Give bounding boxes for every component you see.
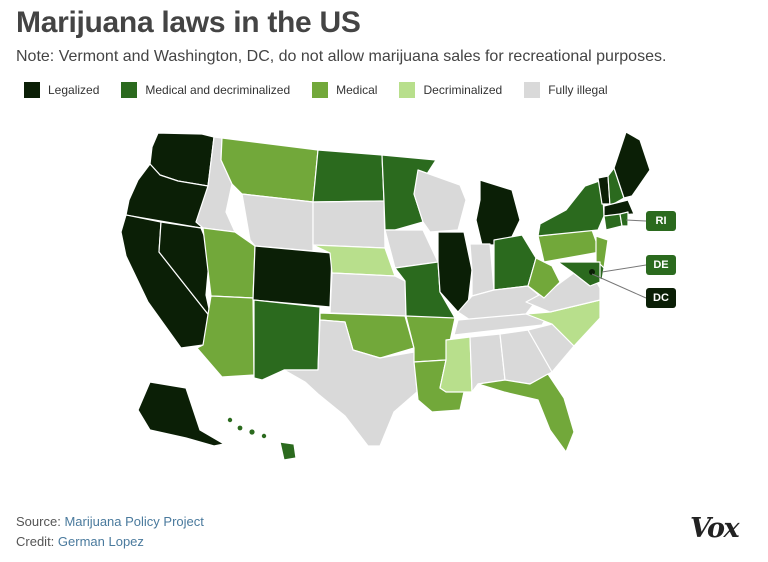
state-ak [137,381,225,447]
credit-line: Credit: German Lopez [16,532,204,552]
callout-leader-ri [625,219,647,222]
legend: Legalized Medical and decriminalized Med… [24,82,630,98]
state-hi [279,441,297,461]
legend-item-fully-illegal: Fully illegal [524,82,608,98]
state-mi [475,179,521,246]
state-mt [220,137,319,203]
state-dc [589,269,595,275]
hawaii-island-2 [237,425,243,431]
state-nv [158,221,212,319]
state-ri [619,211,629,227]
state-wy [241,193,314,252]
state-in [469,243,495,297]
legend-item-decriminalized: Decriminalized [399,82,502,98]
credit-link[interactable]: German Lopez [57,534,144,549]
state-nm [253,299,321,381]
state-ut [202,227,256,299]
state-fl [477,373,575,453]
page-title: Marijuana laws in the US [16,6,361,39]
legend-label-medical-decriminalized: Medical and decriminalized [145,83,291,97]
callout-label-delaware: DE [653,259,669,271]
state-co [252,245,333,308]
state-nd [312,149,385,203]
callout-leader-dc [591,273,647,299]
source-link[interactable]: Marijuana Policy Project [64,514,204,529]
callout-label-rhode-island: RI [655,215,667,227]
credit-label: Credit: [16,534,55,549]
callout-leader-de [601,264,647,273]
legend-label-decriminalized: Decriminalized [423,83,503,97]
state-ia [384,229,439,269]
state-ny [537,179,605,237]
vox-logo: Vox [690,513,740,544]
callout-label-district-of-columbia: DC [653,292,669,304]
callout-delaware: DE [646,255,676,275]
callout-district-of-columbia: DC [646,288,676,308]
state-sd [312,200,386,249]
source-credit-block: Source: Marijuana Policy Project Credit:… [16,512,204,552]
hawaii-island-4 [261,433,267,439]
state-wi [413,169,467,233]
legend-swatch-legalized [24,82,40,98]
state-ct [603,213,623,231]
hawaii-island-1 [227,417,233,423]
legend-item-medical: Medical [312,82,377,98]
legend-swatch-decriminalized [399,82,416,98]
state-me [613,131,651,199]
source-label: Source: [16,514,61,529]
state-md [557,261,601,287]
legend-label-medical: Medical [336,83,378,97]
legend-swatch-fully-illegal [524,82,541,98]
subtitle-note: Note: Vermont and Washington, DC, do not… [16,48,667,65]
legend-label-legalized: Legalized [48,83,100,97]
callout-rhode-island: RI [646,211,676,231]
state-ks [329,272,407,317]
source-line: Source: Marijuana Policy Project [16,512,204,532]
legend-label-fully-illegal: Fully illegal [548,83,608,97]
legend-item-legalized: Legalized [24,82,99,98]
hawaii-island-3 [249,429,255,435]
legend-item-medical-decriminalized: Medical and decriminalized [121,82,290,98]
legend-swatch-medical-decriminalized [121,82,138,98]
legend-swatch-medical [312,82,329,98]
state-wv [527,257,561,299]
